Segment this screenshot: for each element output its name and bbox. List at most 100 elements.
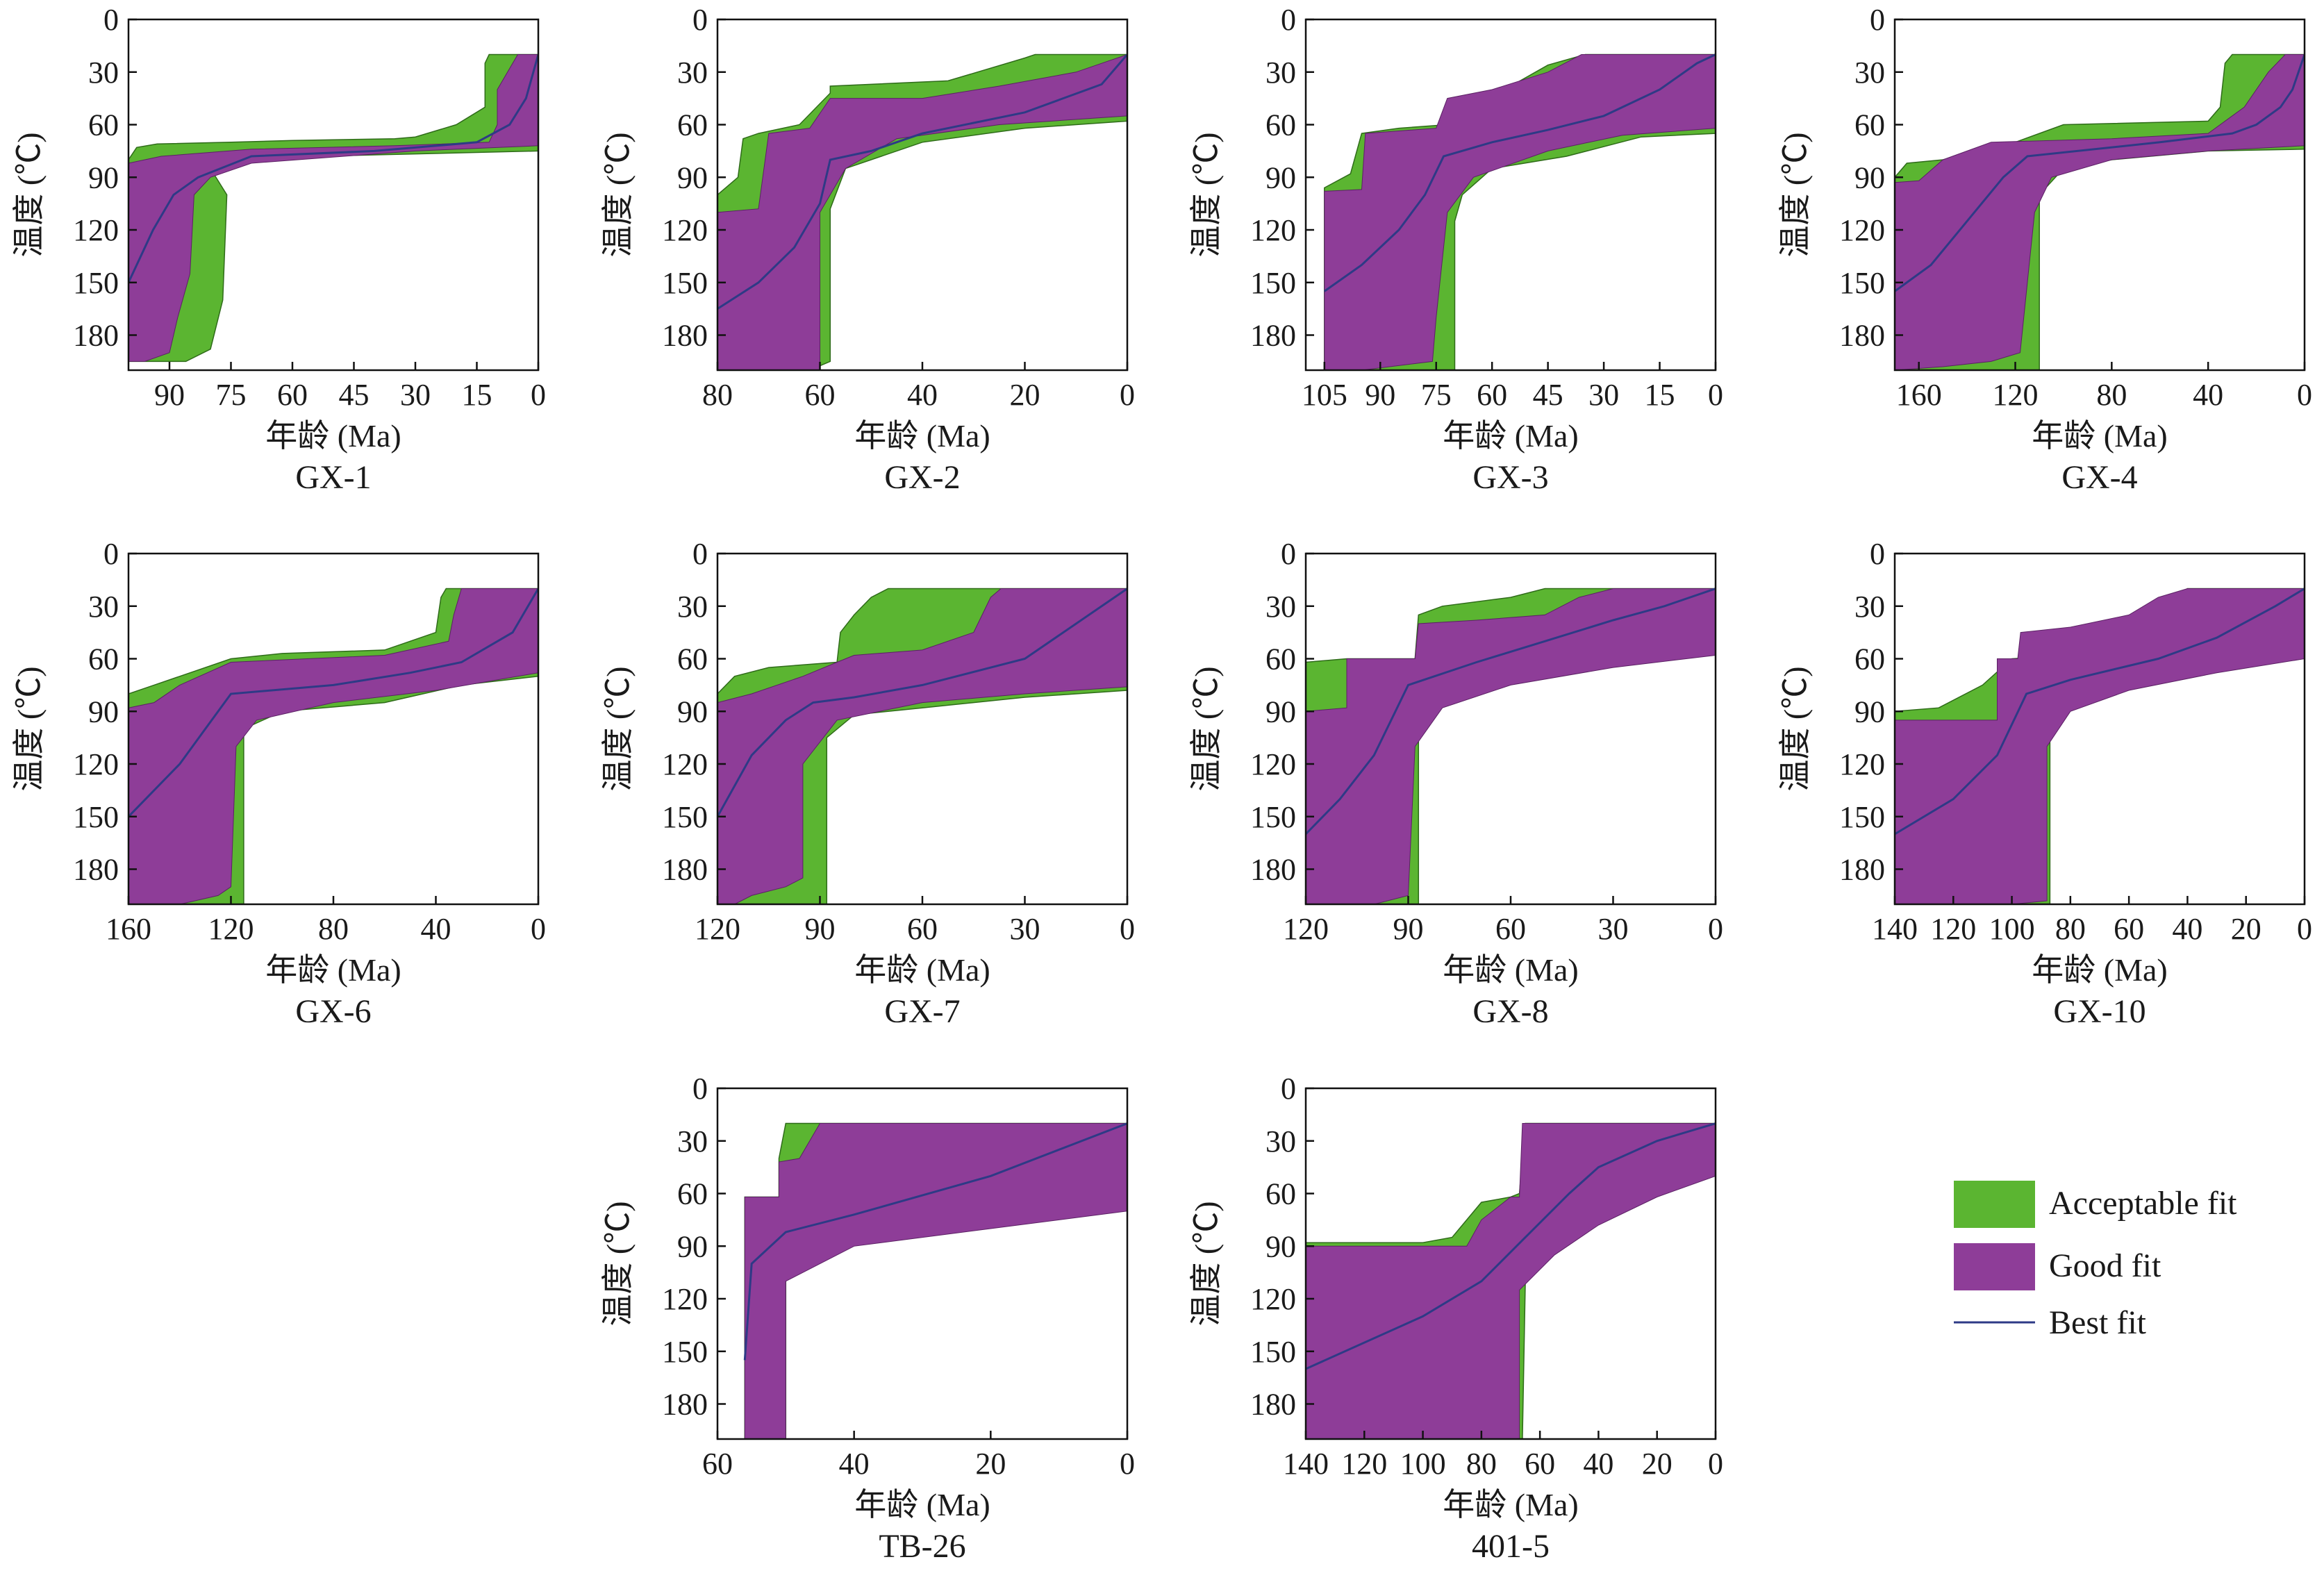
- x-tick-label: 0: [1120, 912, 1135, 946]
- x-tick-label: 40: [1583, 1447, 1613, 1481]
- x-axis-label: 年龄 (Ma): [854, 952, 990, 988]
- y-tick-label: 60: [1265, 642, 1296, 676]
- panel-GX-7: 0 30 60 90 120 150 180 120 90 60 30 0 年龄 (Ma) 温度 (℃) G…: [600, 537, 1135, 1030]
- best-fit-line: [1895, 54, 2305, 292]
- panel-title: GX-2: [884, 459, 960, 496]
- y-axis-label: 温度 (℃): [1777, 132, 1813, 257]
- good-fit-area: [1895, 54, 2305, 370]
- x-tick-label: 60: [1495, 912, 1526, 946]
- y-axis-label: 温度 (℃): [1188, 666, 1224, 791]
- panel-GX-6: 0 30 60 90 120 150 180 160 120 80 40 0 年龄 (Ma) 温度 (℃)…: [11, 537, 546, 1030]
- y-axis-label: 温度 (℃): [1188, 132, 1224, 257]
- y-tick-label: 60: [677, 642, 708, 676]
- panel-title: GX-1: [295, 459, 371, 496]
- good-fit-area: [128, 588, 538, 904]
- x-tick-label: 100: [1400, 1447, 1446, 1481]
- x-tick-label: 20: [1642, 1447, 1673, 1481]
- y-tick-label: 180: [662, 853, 708, 887]
- x-tick-label: 90: [805, 912, 836, 946]
- x-tick-label: 0: [1708, 1447, 1723, 1481]
- good-fit-area: [717, 53, 1127, 370]
- good-fit-area: [1306, 588, 1716, 904]
- y-tick-label: 150: [662, 1335, 708, 1369]
- y-tick-label: 30: [88, 56, 119, 90]
- y-tick-label: 60: [1265, 108, 1296, 142]
- y-axis-label: 温度 (℃): [1188, 1201, 1224, 1326]
- y-tick-label: 60: [1854, 108, 1885, 142]
- panel-GX-10: 0 30 60 90 120 150 180 140 120 100 80 60 40 20 0 年龄 (Ma…: [1777, 537, 2312, 1030]
- panel-title: GX-8: [1472, 993, 1548, 1030]
- panel-title: GX-10: [2053, 993, 2145, 1030]
- x-tick-label: 45: [1533, 378, 1563, 412]
- plot-frame: [1893, 552, 2306, 906]
- y-tick-label: 90: [1265, 695, 1296, 729]
- x-tick-label: 75: [1421, 378, 1452, 412]
- x-tick-label: 120: [1993, 378, 2039, 412]
- x-tick-label: 160: [1896, 378, 1942, 412]
- y-tick-label: 150: [1250, 1335, 1296, 1369]
- x-tick-label: 0: [1120, 378, 1135, 412]
- y-tick-label: 0: [1870, 3, 1885, 37]
- x-axis-label: 年龄 (Ma): [1443, 952, 1578, 988]
- y-tick-label: 120: [1250, 1282, 1296, 1316]
- y-tick-label: 30: [88, 590, 119, 624]
- best-fit-line: [717, 53, 1127, 310]
- x-tick-label: 40: [2172, 912, 2202, 946]
- best-fit-line: [1306, 1122, 1716, 1370]
- y-tick-label: 30: [1854, 590, 1885, 624]
- y-tick-label: 150: [73, 266, 119, 300]
- good-fit-area: [128, 54, 538, 362]
- y-tick-label: 60: [1854, 642, 1885, 676]
- plot-frame: [127, 18, 540, 372]
- x-tick-label: 100: [1989, 912, 2035, 946]
- y-tick-label: 180: [73, 853, 119, 887]
- plot-area: [1895, 53, 2305, 370]
- x-tick-label: 20: [2231, 912, 2261, 946]
- x-tick-label: 40: [839, 1447, 870, 1481]
- y-tick-label: 180: [662, 1388, 708, 1422]
- y-tick-label: 150: [662, 266, 708, 300]
- panel-401-5: 0 30 60 90 120 150 180 140 120 100 80 60 40 20 0 年龄 (Ma…: [1188, 1072, 1723, 1565]
- x-tick-label: 60: [1525, 1447, 1555, 1481]
- y-tick-label: 0: [1281, 537, 1296, 571]
- y-tick-label: 0: [692, 1072, 708, 1106]
- y-tick-label: 30: [677, 1124, 708, 1158]
- x-axis-label: 年龄 (Ma): [265, 952, 401, 988]
- y-axis-label: 温度 (℃): [600, 132, 636, 257]
- y-tick-label: 90: [677, 695, 708, 729]
- y-axis-label: 温度 (℃): [1777, 666, 1813, 791]
- y-tick-label: 120: [1250, 747, 1296, 781]
- plot-area: [743, 1122, 1127, 1439]
- plot-area: [128, 53, 538, 363]
- y-tick-label: 120: [662, 213, 708, 247]
- legend-label-best: Best fit: [2049, 1304, 2147, 1341]
- x-axis-label: 年龄 (Ma): [265, 418, 401, 454]
- y-tick-label: 180: [662, 319, 708, 353]
- x-tick-label: 60: [702, 1447, 733, 1481]
- y-tick-label: 30: [1265, 1124, 1296, 1158]
- y-tick-label: 120: [662, 747, 708, 781]
- y-tick-label: 30: [1854, 56, 1885, 90]
- y-tick-label: 0: [692, 537, 708, 571]
- y-tick-label: 120: [73, 213, 119, 247]
- x-tick-label: 0: [1708, 378, 1723, 412]
- y-tick-label: 60: [677, 108, 708, 142]
- x-tick-label: 30: [1598, 912, 1629, 946]
- panel-TB-26: 0 30 60 90 120 150 180 60 40 20 0 年龄 (Ma) 温度 (℃) TB-2…: [600, 1072, 1135, 1565]
- x-tick-label: 15: [1645, 378, 1675, 412]
- plot-area: [1323, 53, 1716, 370]
- plot-area: [717, 53, 1127, 370]
- x-tick-label: 80: [318, 912, 349, 946]
- plot-area: [717, 588, 1127, 904]
- panel-GX-2: 0 30 60 90 120 150 180 80 60 40 20 0 年龄 (Ma) 温度 (℃) GX…: [600, 3, 1135, 496]
- best-fit-line: [1895, 588, 2305, 836]
- x-axis-label: 年龄 (Ma): [2032, 952, 2167, 988]
- x-tick-label: 120: [208, 912, 254, 946]
- y-tick-label: 150: [73, 800, 119, 834]
- x-tick-label: 60: [277, 378, 308, 412]
- x-tick-label: 30: [1588, 378, 1619, 412]
- x-tick-label: 40: [421, 912, 451, 946]
- x-tick-label: 140: [1872, 912, 1918, 946]
- y-tick-label: 0: [103, 537, 119, 571]
